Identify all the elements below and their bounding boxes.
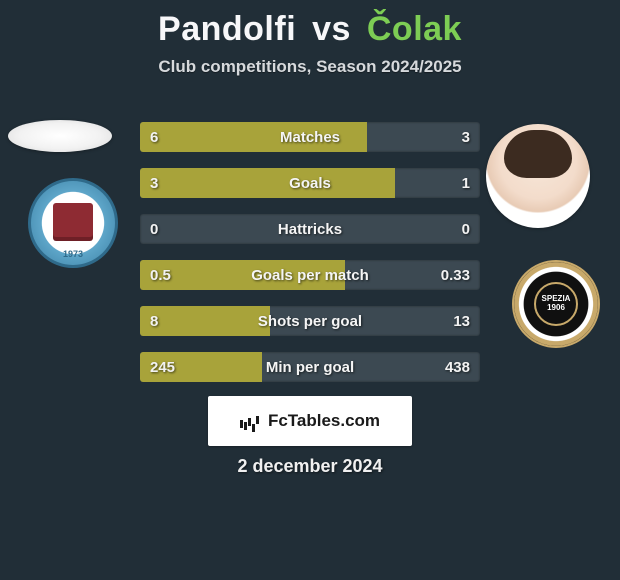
stat-row: 63Matches <box>140 122 480 152</box>
brand-text: FcTables.com <box>268 411 380 431</box>
stat-label: Goals per match <box>140 260 480 290</box>
club-right-badge: SPEZIA 1906 <box>512 260 600 348</box>
player-right-name: Čolak <box>367 10 462 48</box>
stat-row: 245438Min per goal <box>140 352 480 382</box>
club-left-badge: 1973 <box>28 178 118 268</box>
stat-row: 00Hattricks <box>140 214 480 244</box>
player-left-avatar <box>8 120 112 152</box>
stat-label: Hattricks <box>140 214 480 244</box>
comparison-chart: 63Matches 31Goals 00Hattricks 0.50.33Goals … <box>140 122 480 398</box>
stat-row: 0.50.33Goals per match <box>140 260 480 290</box>
club-left-castle-icon <box>53 209 93 237</box>
stat-label: Goals <box>140 168 480 198</box>
subtitle: Club competitions, Season 2024/2025 <box>0 57 620 77</box>
comparison-title: Pandolfi vs Čolak <box>0 0 620 49</box>
brand-waves-icon <box>240 414 262 428</box>
club-left-year: 1973 <box>63 249 83 259</box>
brand-box: FcTables.com <box>208 396 412 446</box>
stat-row: 813Shots per goal <box>140 306 480 336</box>
footer-date: 2 december 2024 <box>0 456 620 477</box>
player-left-name: Pandolfi <box>158 10 296 48</box>
stat-label: Matches <box>140 122 480 152</box>
player-right-avatar <box>486 124 590 228</box>
title-vs: vs <box>312 10 351 48</box>
club-right-inner-text: SPEZIA 1906 <box>534 282 578 326</box>
stat-label: Shots per goal <box>140 306 480 336</box>
stat-label: Min per goal <box>140 352 480 382</box>
stat-row: 31Goals <box>140 168 480 198</box>
